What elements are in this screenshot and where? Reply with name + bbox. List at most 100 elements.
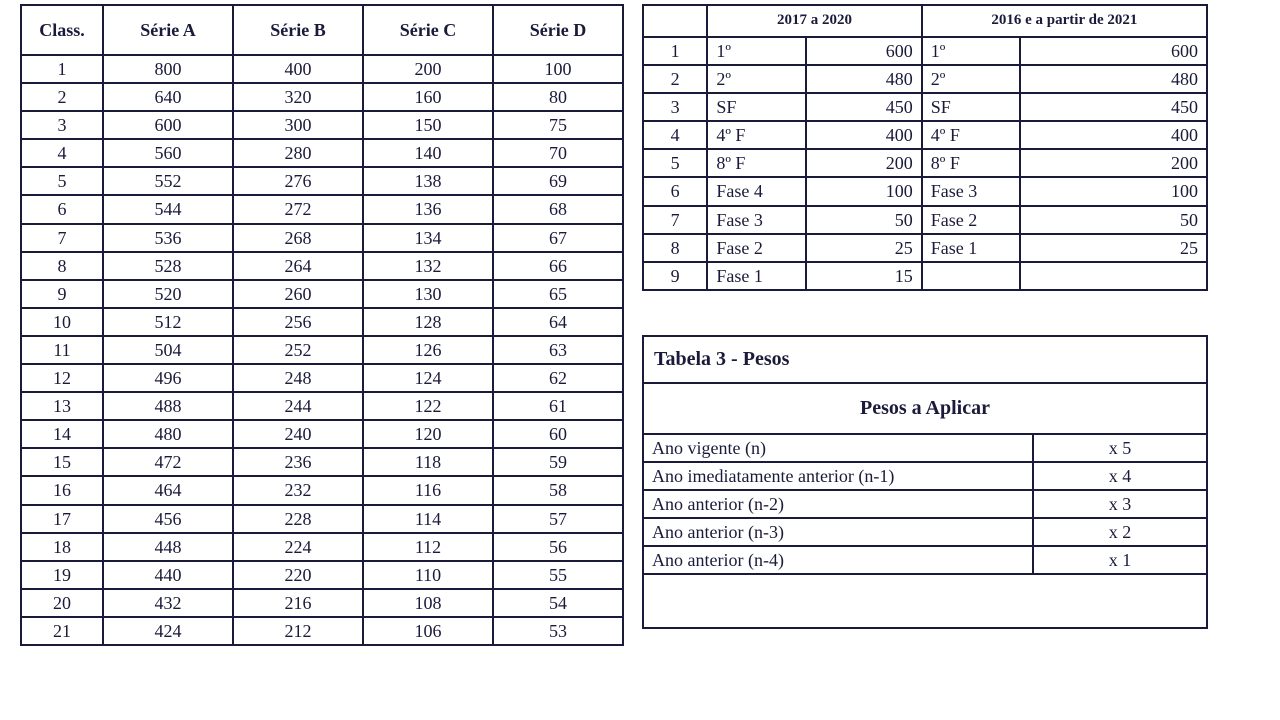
series-cell: 70 [493, 139, 623, 167]
phase-cell: 480 [1020, 65, 1207, 93]
table-row: 654427213668 [21, 195, 623, 223]
phase-cell: 200 [806, 149, 922, 177]
phase-cell: 3 [643, 93, 707, 121]
series-cell: 448 [103, 533, 233, 561]
table-row: 6Fase 4100Fase 3100 [643, 177, 1207, 205]
series-cell: 212 [233, 617, 363, 645]
series-cell: 16 [21, 476, 103, 504]
weights-mult: x 3 [1033, 490, 1207, 518]
phase-cell [922, 262, 1021, 290]
series-cell: 124 [363, 364, 493, 392]
weights-label: Ano anterior (n-4) [643, 546, 1033, 574]
phase-cell: 600 [806, 37, 922, 65]
phase-cell: 4 [643, 121, 707, 149]
series-cell: 14 [21, 420, 103, 448]
phase-cell [1020, 262, 1207, 290]
phase-cell: Fase 4 [707, 177, 806, 205]
series-cell: 7 [21, 224, 103, 252]
series-cell: 54 [493, 589, 623, 617]
table-row: 1745622811457 [21, 505, 623, 533]
series-cell: 264 [233, 252, 363, 280]
series-cell: 65 [493, 280, 623, 308]
series-cell: 268 [233, 224, 363, 252]
series-cell: 69 [493, 167, 623, 195]
phase-cell: SF [707, 93, 806, 121]
series-cell: 488 [103, 392, 233, 420]
series-cell: 544 [103, 195, 233, 223]
series-cell: 13 [21, 392, 103, 420]
series-cell: 252 [233, 336, 363, 364]
series-cell: 528 [103, 252, 233, 280]
phase-cell: 1º [707, 37, 806, 65]
series-cell: 280 [233, 139, 363, 167]
series-cell: 5 [21, 167, 103, 195]
phase-cell: 450 [1020, 93, 1207, 121]
weights-label: Ano anterior (n-3) [643, 518, 1033, 546]
series-cell: 244 [233, 392, 363, 420]
phase-cell: 400 [1020, 121, 1207, 149]
phase-header-blank [643, 5, 707, 37]
series-cell: 8 [21, 252, 103, 280]
weights-blank-row [643, 574, 1207, 628]
table-row: 2142421210653 [21, 617, 623, 645]
series-cell: 512 [103, 308, 233, 336]
series-cell: 464 [103, 476, 233, 504]
series-cell: 100 [493, 55, 623, 83]
series-cell: 220 [233, 561, 363, 589]
series-cell: 200 [363, 55, 493, 83]
series-cell: 240 [233, 420, 363, 448]
series-cell: 560 [103, 139, 233, 167]
table-row: Ano imediatamente anterior (n-1)x 4 [643, 462, 1207, 490]
phase-cell: 6 [643, 177, 707, 205]
series-cell: 53 [493, 617, 623, 645]
table-row: 3SF450SF450 [643, 93, 1207, 121]
weights-mult: x 1 [1033, 546, 1207, 574]
phase-cell: 600 [1020, 37, 1207, 65]
weights-label: Ano anterior (n-2) [643, 490, 1033, 518]
series-cell: 56 [493, 533, 623, 561]
table-row: Ano vigente (n)x 5 [643, 434, 1207, 462]
series-cell: 80 [493, 83, 623, 111]
phase-cell: Fase 3 [922, 177, 1021, 205]
table-row: Ano anterior (n-3)x 2 [643, 518, 1207, 546]
table-row: 753626813467 [21, 224, 623, 252]
series-cell: 18 [21, 533, 103, 561]
series-cell: 20 [21, 589, 103, 617]
table-row: 1646423211658 [21, 476, 623, 504]
phase-cell: SF [922, 93, 1021, 121]
table-row: 1547223611859 [21, 448, 623, 476]
table-row: 1844822411256 [21, 533, 623, 561]
phase-cell: Fase 1 [707, 262, 806, 290]
series-cell: 504 [103, 336, 233, 364]
phase-cell: 50 [1020, 206, 1207, 234]
phase-cell: 25 [1020, 234, 1207, 262]
series-cell: 600 [103, 111, 233, 139]
series-cell: 224 [233, 533, 363, 561]
series-cell: 134 [363, 224, 493, 252]
table-row: 1150425212663 [21, 336, 623, 364]
series-cell: 136 [363, 195, 493, 223]
series-cell: 256 [233, 308, 363, 336]
series-cell: 272 [233, 195, 363, 223]
series-cell: 61 [493, 392, 623, 420]
series-cell: 126 [363, 336, 493, 364]
table-row: 1448024012060 [21, 420, 623, 448]
phase-cell: 25 [806, 234, 922, 262]
series-cell: 320 [233, 83, 363, 111]
table-row: 58º F2008º F200 [643, 149, 1207, 177]
series-cell: 110 [363, 561, 493, 589]
phase-cell: 2 [643, 65, 707, 93]
series-cell: 75 [493, 111, 623, 139]
table-row: 1800400200100 [21, 55, 623, 83]
series-cell: 106 [363, 617, 493, 645]
weights-title: Tabela 3 - Pesos [643, 336, 1207, 383]
series-cell: 17 [21, 505, 103, 533]
table-row: 1348824412261 [21, 392, 623, 420]
series-cell: 400 [233, 55, 363, 83]
series-cell: 67 [493, 224, 623, 252]
series-cell: 520 [103, 280, 233, 308]
phase-header-b: 2016 e a partir de 2021 [922, 5, 1207, 37]
phase-table: 2017 a 2020 2016 e a partir de 2021 11º6… [642, 4, 1208, 291]
table-row: 2043221610854 [21, 589, 623, 617]
series-header-d: Série D [493, 5, 623, 55]
